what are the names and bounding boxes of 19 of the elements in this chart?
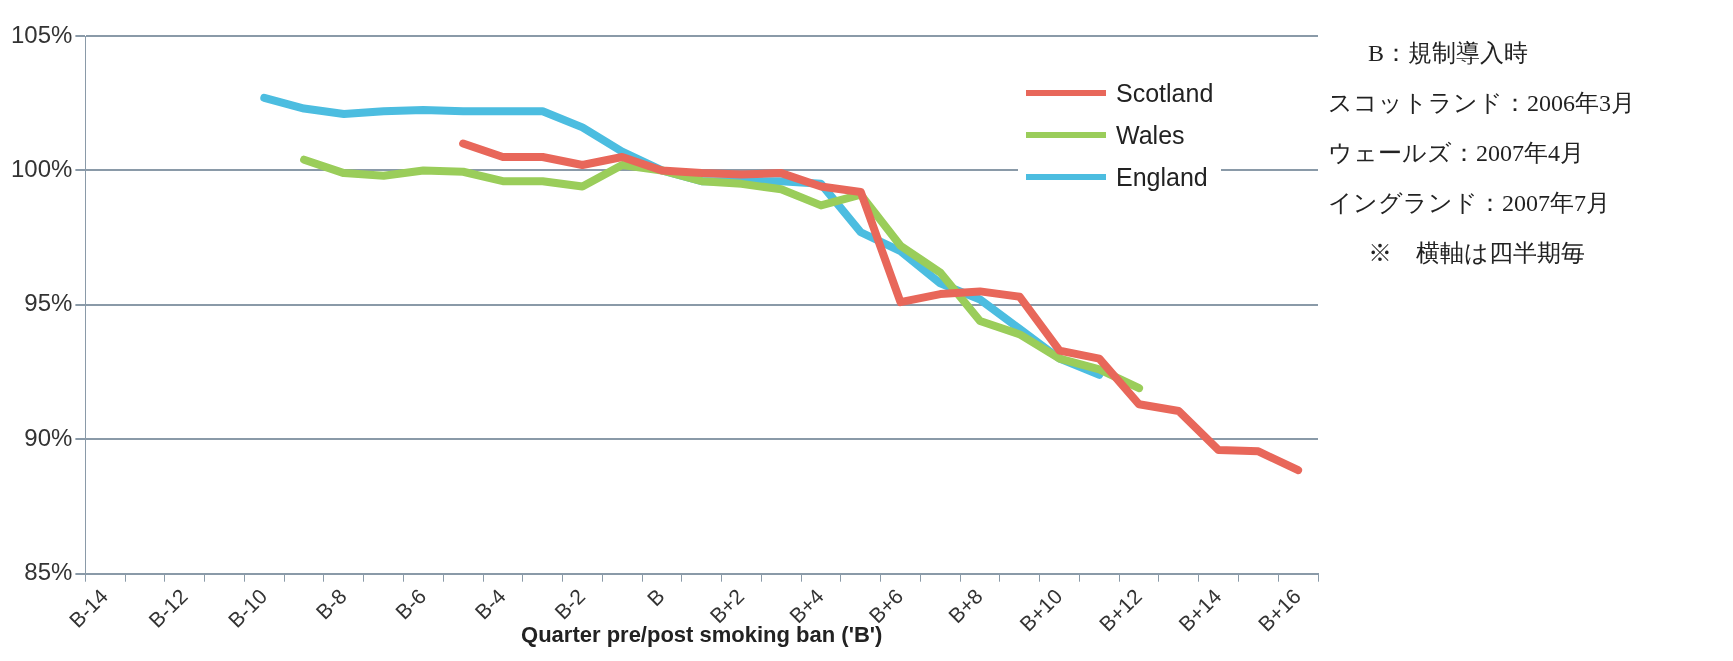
x-tick-label: B-6 [390,584,431,624]
x-tick-label: B+8 [943,584,987,628]
legend-label: England [1116,162,1208,192]
x-tick-label: B [642,584,669,611]
text: イングランド：2007年7月 [1328,189,1611,218]
x-tick-label: B-4 [470,584,511,624]
x-tick-label: B-8 [311,584,351,624]
y-tick-label: 105% [10,20,73,48]
x-tick-label: B-2 [549,584,590,624]
text: ※ 横軸は四半期毎 [1367,239,1586,268]
y-tick-label: 95% [24,289,73,317]
text: B：規制導入時 [1367,39,1529,68]
legend-label: Wales [1116,120,1185,150]
y-tick-label: 100% [10,155,73,183]
text: ウェールズ：2007年4月 [1328,139,1585,168]
y-tick-label: 85% [24,558,73,586]
legend-label: Scotland [1116,78,1214,108]
text: スコットランド：2006年3月 [1328,89,1635,118]
y-tick-label: 90% [24,423,73,451]
